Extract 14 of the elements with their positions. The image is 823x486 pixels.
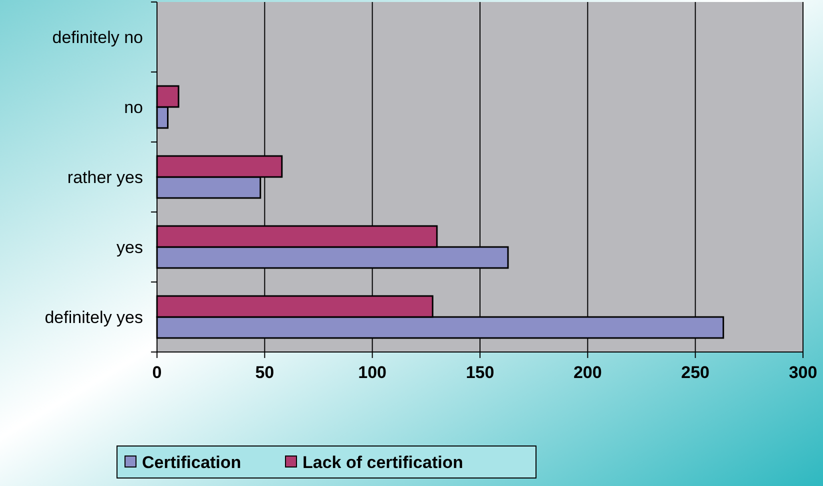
x-tick-label: 100 bbox=[358, 363, 387, 382]
x-tick-label: 0 bbox=[152, 363, 162, 382]
y-tick-label: definitely yes bbox=[44, 308, 143, 327]
y-tick-label: yes bbox=[116, 238, 143, 257]
x-tick-label: 150 bbox=[466, 363, 494, 382]
legend-label: Certification bbox=[142, 453, 242, 472]
y-tick-label: definitely no bbox=[52, 28, 143, 47]
x-tick-label: 50 bbox=[255, 363, 274, 382]
x-tick-label: 200 bbox=[573, 363, 602, 382]
x-tick-label: 250 bbox=[681, 363, 710, 382]
x-tick-label: 300 bbox=[788, 363, 818, 382]
y-tick-label: rather yes bbox=[67, 168, 143, 187]
y-tick-label: no bbox=[124, 98, 143, 117]
legend-label: Lack of certification bbox=[302, 453, 464, 472]
